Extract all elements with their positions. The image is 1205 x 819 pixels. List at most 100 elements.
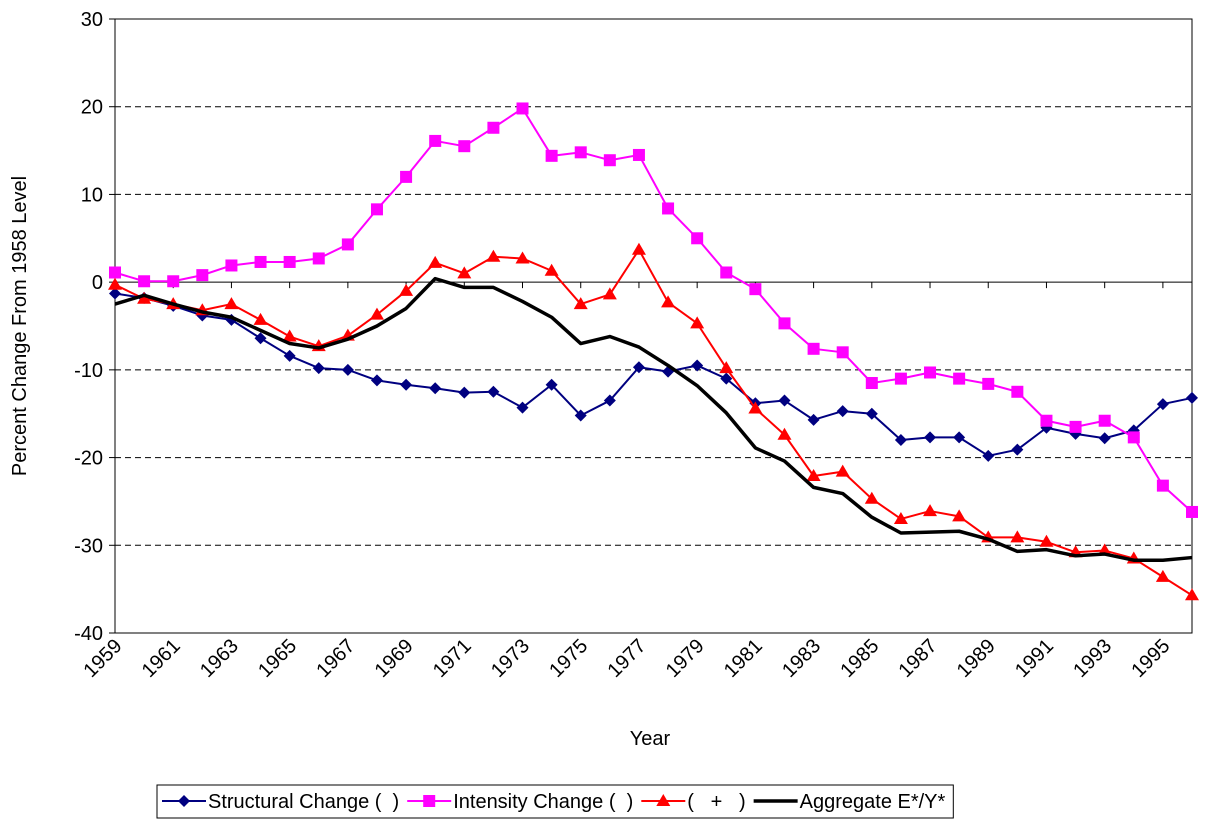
marker bbox=[953, 372, 966, 385]
marker bbox=[982, 449, 995, 462]
marker bbox=[1098, 414, 1111, 427]
x-tick-label: 1985 bbox=[836, 635, 883, 682]
marker bbox=[923, 504, 938, 517]
marker bbox=[1011, 385, 1024, 398]
marker bbox=[429, 382, 442, 395]
marker bbox=[516, 102, 529, 115]
marker bbox=[400, 170, 413, 183]
marker bbox=[1186, 505, 1198, 518]
marker bbox=[603, 154, 616, 167]
marker bbox=[661, 295, 676, 308]
marker bbox=[516, 401, 529, 414]
x-tick-label: 1973 bbox=[487, 635, 534, 682]
marker bbox=[656, 794, 671, 806]
marker bbox=[1186, 391, 1198, 404]
marker bbox=[574, 146, 587, 159]
y-axis-title: Percent Change From 1958 Level bbox=[9, 176, 31, 476]
series-line bbox=[114, 107, 1193, 513]
marker bbox=[487, 385, 500, 398]
marker bbox=[108, 277, 122, 290]
y-tick-label: 10 bbox=[81, 184, 103, 206]
x-tick-label: 1987 bbox=[895, 635, 942, 682]
marker bbox=[428, 255, 443, 268]
marker bbox=[458, 386, 471, 399]
marker bbox=[1011, 443, 1024, 456]
marker bbox=[1185, 588, 1199, 601]
marker bbox=[719, 361, 734, 374]
marker bbox=[312, 362, 325, 375]
marker bbox=[224, 297, 239, 310]
marker bbox=[282, 329, 297, 342]
x-tick-label: 1969 bbox=[371, 635, 418, 682]
marker bbox=[691, 359, 704, 372]
marker bbox=[545, 149, 558, 162]
y-tick-label: 0 bbox=[92, 272, 103, 294]
marker bbox=[574, 409, 587, 422]
marker bbox=[893, 511, 908, 524]
marker bbox=[341, 238, 354, 251]
marker bbox=[690, 316, 705, 329]
marker bbox=[602, 287, 617, 300]
x-axis-title: Year bbox=[630, 728, 671, 750]
marker bbox=[865, 407, 878, 420]
marker bbox=[196, 269, 209, 282]
marker bbox=[952, 509, 967, 522]
marker bbox=[894, 434, 907, 447]
marker bbox=[400, 378, 413, 391]
marker bbox=[423, 795, 436, 807]
marker bbox=[806, 468, 821, 481]
x-tick-label: 1961 bbox=[138, 635, 185, 682]
marker bbox=[545, 378, 558, 391]
legend-label: Structural Change ( ) bbox=[208, 791, 399, 813]
legend-label: Aggregate E*/Y* bbox=[800, 791, 946, 813]
x-tick-label: 1971 bbox=[429, 635, 476, 682]
marker bbox=[631, 242, 646, 255]
y-tick-label: 30 bbox=[81, 9, 103, 31]
marker bbox=[429, 134, 442, 147]
marker bbox=[835, 464, 850, 477]
marker bbox=[982, 377, 995, 390]
x-tick-label: 1991 bbox=[1011, 635, 1058, 682]
legend-box bbox=[156, 784, 954, 819]
x-tick-label: 1981 bbox=[720, 635, 767, 682]
marker bbox=[486, 249, 501, 262]
x-tick-label: 1965 bbox=[254, 635, 301, 682]
marker bbox=[1040, 414, 1053, 427]
marker bbox=[720, 266, 733, 279]
series-line bbox=[114, 276, 1193, 562]
marker bbox=[283, 255, 296, 268]
marker bbox=[748, 401, 763, 414]
marker bbox=[720, 372, 733, 385]
marker bbox=[894, 372, 907, 385]
marker bbox=[1010, 530, 1025, 543]
marker bbox=[632, 361, 645, 374]
marker bbox=[807, 342, 820, 355]
x-tick-label: 1967 bbox=[312, 635, 359, 682]
marker bbox=[1069, 420, 1082, 433]
marker bbox=[109, 287, 121, 300]
marker bbox=[778, 394, 791, 407]
marker bbox=[370, 374, 383, 387]
marker bbox=[283, 349, 296, 362]
x-tick-label: 1995 bbox=[1127, 635, 1174, 682]
marker bbox=[458, 140, 471, 153]
x-tick-label: 1989 bbox=[953, 635, 1000, 682]
series-line bbox=[114, 292, 1193, 457]
marker bbox=[749, 283, 762, 296]
marker bbox=[253, 312, 268, 325]
marker bbox=[1039, 534, 1054, 547]
marker bbox=[1156, 479, 1169, 492]
y-tick-label: -10 bbox=[74, 360, 103, 382]
marker bbox=[865, 377, 878, 390]
marker bbox=[864, 491, 879, 504]
y-tick-label: -40 bbox=[74, 623, 103, 645]
marker bbox=[691, 232, 704, 245]
x-tick-label: 1977 bbox=[603, 635, 650, 682]
marker bbox=[662, 202, 675, 215]
marker bbox=[254, 332, 267, 345]
marker bbox=[254, 255, 267, 268]
x-tick-label: 1979 bbox=[662, 635, 709, 682]
legend-label: ( + ) bbox=[687, 791, 745, 813]
marker bbox=[137, 291, 152, 304]
